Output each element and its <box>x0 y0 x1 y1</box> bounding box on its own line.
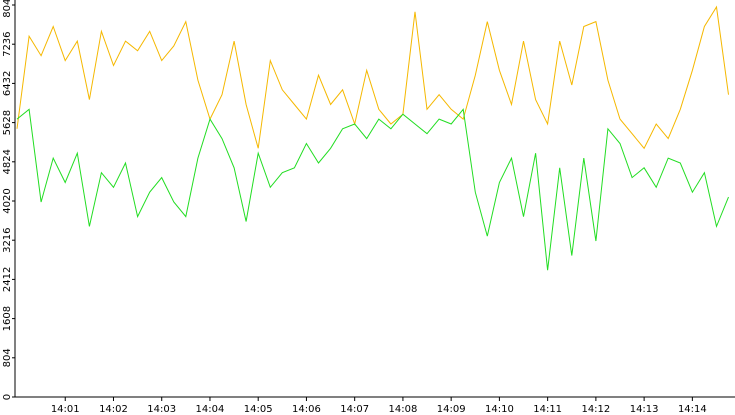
y-tick-label: 8040 <box>2 0 13 18</box>
x-tick-label: 14:04 <box>196 404 225 415</box>
y-tick-label: 3216 <box>2 227 13 252</box>
y-tick-label: 1608 <box>2 306 13 331</box>
x-tick-label: 14:03 <box>147 404 176 415</box>
x-tick-label: 14:07 <box>340 404 369 415</box>
y-tick-label: 4020 <box>2 188 13 213</box>
series-line <box>16 108 729 271</box>
y-tick-label: 5628 <box>2 110 13 135</box>
x-tick-label: 14:13 <box>630 404 659 415</box>
x-tick-label: 14:02 <box>99 404 128 415</box>
y-tick-label: 6432 <box>2 71 13 96</box>
x-tick-label: 14:08 <box>389 404 418 415</box>
y-tick-label: 804 <box>2 348 13 367</box>
x-tick-label: 14:01 <box>51 404 80 415</box>
x-tick-label: 14:06 <box>292 404 321 415</box>
y-tick-label: 4824 <box>2 149 13 174</box>
series-line <box>16 5 729 150</box>
y-tick-label: 2412 <box>2 267 13 292</box>
x-tick-label: 14:05 <box>244 404 273 415</box>
x-tick-label: 14:12 <box>581 404 610 415</box>
x-tick-label: 14:14 <box>678 404 707 415</box>
y-tick-label: 0 <box>2 394 13 400</box>
x-tick-label: 14:10 <box>485 404 514 415</box>
y-tick-label: 7236 <box>2 31 13 56</box>
x-tick-label: 14:11 <box>533 404 562 415</box>
x-tick-label: 14:09 <box>437 404 466 415</box>
